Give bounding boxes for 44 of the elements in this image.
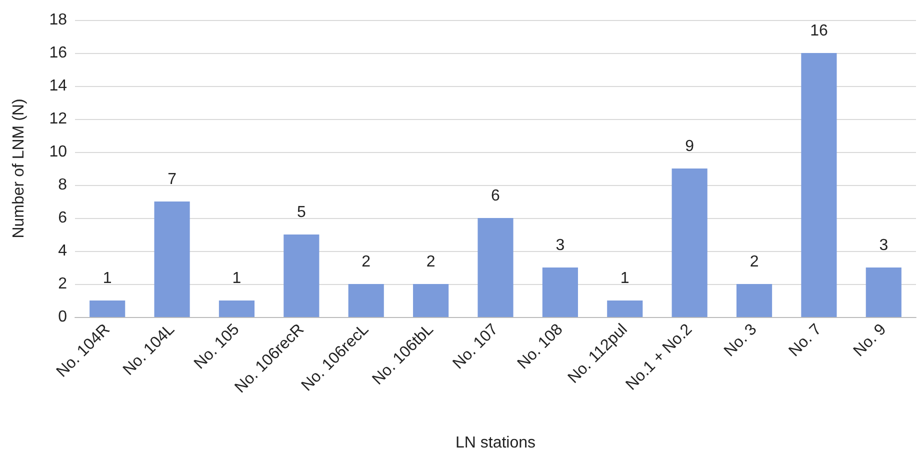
data-label: 1 <box>102 270 112 287</box>
bar <box>478 218 514 317</box>
bar <box>90 300 126 317</box>
y-tick-label: 14 <box>49 78 68 94</box>
x-tick-label: No. 105 <box>191 320 243 373</box>
bar <box>154 202 190 317</box>
x-tick-label: No. 108 <box>514 320 566 373</box>
bar <box>801 53 837 317</box>
bar <box>542 268 578 317</box>
data-label: 3 <box>556 237 565 254</box>
bar <box>866 268 902 317</box>
bar <box>284 234 320 317</box>
data-label: 2 <box>426 254 436 270</box>
bar <box>413 284 449 317</box>
x-tick-label: No. 7 <box>786 320 826 360</box>
data-label: 2 <box>362 254 371 270</box>
y-tick-label: 18 <box>49 12 68 28</box>
y-axis-title: Number of LNM (N) <box>10 98 28 238</box>
bar <box>607 300 643 317</box>
data-label: 2 <box>750 254 759 270</box>
y-tick-label: 6 <box>58 210 68 226</box>
data-label: 16 <box>810 22 828 40</box>
y-tick-label: 12 <box>49 110 68 128</box>
data-label: 9 <box>685 138 694 155</box>
y-tick-label: 16 <box>49 44 68 62</box>
data-label: 3 <box>879 237 888 254</box>
data-label: 1 <box>620 270 630 287</box>
bar <box>348 284 384 317</box>
y-tick-label: 2 <box>58 276 68 292</box>
data-label: 7 <box>168 171 177 188</box>
x-axis-title: LN stations <box>455 434 536 452</box>
x-tick-label: No. 9 <box>850 320 890 360</box>
y-tick-label: 8 <box>58 176 68 194</box>
x-tick-label: No. 107 <box>450 320 502 373</box>
bar <box>218 300 255 317</box>
data-label: 6 <box>491 188 500 204</box>
bar <box>672 168 708 317</box>
bar <box>736 284 772 317</box>
data-label: 5 <box>296 204 306 221</box>
y-tick-label: 0 <box>58 308 68 326</box>
y-tick-label: 10 <box>49 144 68 160</box>
y-tick-label: 4 <box>58 242 68 260</box>
data-label: 1 <box>232 270 242 287</box>
x-tick-label: No. 3 <box>721 320 760 360</box>
